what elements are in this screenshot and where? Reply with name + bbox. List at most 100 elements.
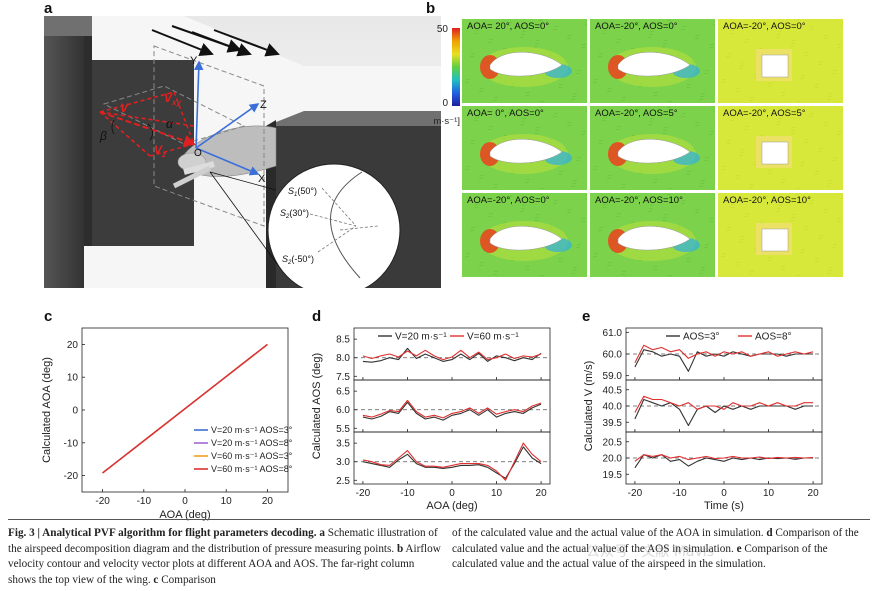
axis-y-label: Y	[190, 55, 198, 67]
caption-c-label: c	[153, 573, 159, 586]
flow-vector	[720, 81, 726, 84]
flow-vector	[799, 164, 805, 167]
flow-vector	[828, 92, 834, 95]
flow-vector	[649, 117, 655, 120]
flow-vector	[831, 159, 837, 162]
flow-vector	[630, 221, 636, 224]
flow-vector	[840, 198, 843, 200]
y-tick-label: 2.5	[336, 476, 350, 487]
flow-vector	[601, 119, 607, 122]
flow-vector	[539, 100, 545, 103]
flow-vector	[592, 168, 598, 171]
flow-vector	[464, 255, 470, 258]
flow-vector	[686, 83, 692, 86]
flow-vector	[740, 235, 746, 238]
caption-right: of the calculated value and the actual v…	[452, 526, 870, 573]
flow-vector	[634, 111, 640, 114]
watermark: 公众号 · 文献 Mavis	[586, 544, 714, 560]
caption-right-2: Comparison of the calculated value and t…	[452, 527, 859, 555]
x-tick-label: -10	[137, 496, 152, 507]
flow-vector	[653, 265, 659, 268]
flow-vector	[635, 195, 641, 198]
legend-label: AOS=3°	[683, 332, 720, 343]
flow-vector	[726, 226, 732, 229]
flow-vector	[535, 39, 541, 42]
contour-cell-title: AOA= 20°, AOS=0°	[467, 21, 550, 32]
flow-vector	[592, 81, 598, 84]
flow-vector	[585, 195, 587, 197]
flow-vector	[567, 121, 573, 124]
x-axis-label: AOA (deg)	[159, 509, 210, 521]
flow-vector	[758, 134, 764, 137]
flow-vector	[776, 120, 782, 123]
flow-vector	[813, 260, 819, 263]
flow-vector	[686, 170, 692, 173]
flow-vector	[597, 142, 603, 145]
flow-vector	[602, 29, 608, 32]
series-line	[634, 454, 814, 462]
flow-vector	[663, 213, 669, 216]
flow-vector	[606, 90, 612, 93]
flow-vector	[592, 255, 598, 258]
flow-vector	[709, 130, 715, 133]
contour-plot	[590, 19, 715, 103]
contour-cell: AOA=-20°, AOS=10°	[718, 193, 843, 277]
flow-vector	[818, 60, 824, 63]
flow-vector	[635, 21, 641, 24]
flow-vector	[487, 128, 493, 131]
x-tick-label: -10	[400, 488, 415, 499]
flow-vector	[649, 204, 655, 207]
flow-vector	[703, 72, 709, 75]
flow-vector	[474, 29, 480, 32]
flow-vector	[827, 269, 833, 272]
y-axis-label: Calculated AOS (deg)	[311, 353, 323, 459]
contour-cell: AOA=-20°, AOS=0°	[590, 19, 715, 103]
schematic-panel: Y Z X O V Vxy Vz α β S1(50°) S2(30°) S2(…	[44, 16, 441, 288]
contour-cell: AOA=-20°, AOS=5°	[590, 106, 715, 190]
flow-vector	[680, 202, 686, 205]
y-tick-label: 3.5	[336, 439, 350, 450]
flow-vector	[766, 85, 772, 88]
flow-vector	[525, 178, 531, 181]
svg-text:S2(30°): S2(30°)	[280, 208, 309, 220]
flow-vector	[502, 134, 508, 137]
flow-vector	[795, 187, 801, 190]
flow-vector	[780, 268, 786, 271]
s1-label: S	[288, 186, 294, 196]
flow-vector	[607, 174, 613, 177]
caption-right-1: of the calculated value and the actual v…	[452, 527, 767, 539]
y-tick-label: 7.5	[336, 372, 350, 383]
flow-vector	[570, 98, 576, 101]
flow-vector	[572, 179, 578, 182]
flow-vector	[726, 139, 732, 142]
flow-vector	[607, 87, 613, 90]
flow-vector	[781, 91, 787, 94]
flow-vector	[777, 204, 783, 207]
flow-vector	[836, 46, 842, 49]
flow-vector	[743, 128, 749, 131]
panel-label-e: e	[582, 308, 591, 325]
flow-vector	[572, 92, 578, 95]
flow-vector	[831, 72, 837, 75]
origin-label: O	[194, 148, 202, 159]
svg-text:S1(50°): S1(50°)	[288, 186, 317, 198]
flow-vector	[575, 72, 581, 75]
vxy-label: V	[164, 91, 173, 105]
flow-vector	[762, 198, 768, 201]
flow-vector	[464, 168, 470, 171]
caption-a-text: Schematic illustration of the airspeed d…	[8, 527, 438, 555]
s2-val: (30°)	[289, 208, 309, 218]
flow-vector	[520, 207, 526, 210]
flow-vector	[699, 269, 705, 272]
flow-vector	[822, 37, 828, 40]
flow-vector	[575, 246, 581, 249]
airfoil-shape	[617, 226, 691, 251]
flow-vector	[836, 133, 842, 136]
flow-vector	[817, 63, 823, 66]
flow-vector	[567, 34, 573, 37]
airfoil-shape	[617, 139, 691, 164]
flow-vector	[837, 43, 843, 46]
flow-vector	[740, 148, 746, 151]
flow-vector	[712, 198, 715, 200]
flow-vector	[525, 91, 531, 94]
